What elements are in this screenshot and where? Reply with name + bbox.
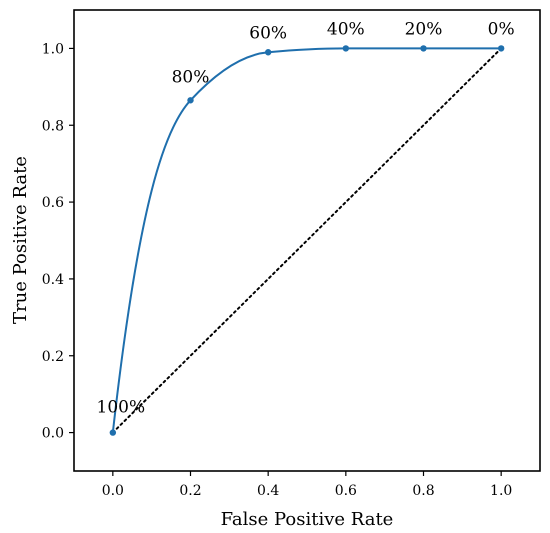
roc-point <box>420 45 427 52</box>
y-tick-label: 0.0 <box>42 426 64 442</box>
y-axis-label: True Positive Rate <box>10 156 31 324</box>
roc-point <box>264 49 272 56</box>
y-tick-label: 0.8 <box>42 118 64 134</box>
x-tick-label: 0.0 <box>102 483 124 499</box>
x-tick-label: 0.4 <box>257 483 279 499</box>
x-tick-label: 0.8 <box>412 483 434 499</box>
threshold-label: 40% <box>327 19 365 39</box>
roc-point <box>497 45 505 52</box>
roc-point <box>342 45 350 52</box>
threshold-label: 0% <box>488 19 515 39</box>
x-tick-label: 0.6 <box>335 483 357 499</box>
y-tick-label: 1.0 <box>42 41 64 57</box>
x-tick-label: 0.2 <box>179 483 201 499</box>
y-tick-label: 0.2 <box>42 349 64 365</box>
y-tick-label: 0.6 <box>42 195 64 211</box>
chance-diagonal-line <box>111 47 503 434</box>
x-tick-label: 1.0 <box>490 483 512 499</box>
threshold-label: 80% <box>172 67 210 87</box>
plot-area: 100% 80% 60% 40% 20% 0% <box>97 19 515 436</box>
threshold-label: 100% <box>97 398 146 418</box>
y-tick-label: 0.4 <box>42 272 64 288</box>
x-axis-label: False Positive Rate <box>221 509 394 530</box>
threshold-label: 60% <box>249 23 287 43</box>
threshold-label: 20% <box>405 19 443 39</box>
roc-point <box>187 97 194 104</box>
axes-frame <box>73 9 541 472</box>
roc-point <box>109 429 117 436</box>
